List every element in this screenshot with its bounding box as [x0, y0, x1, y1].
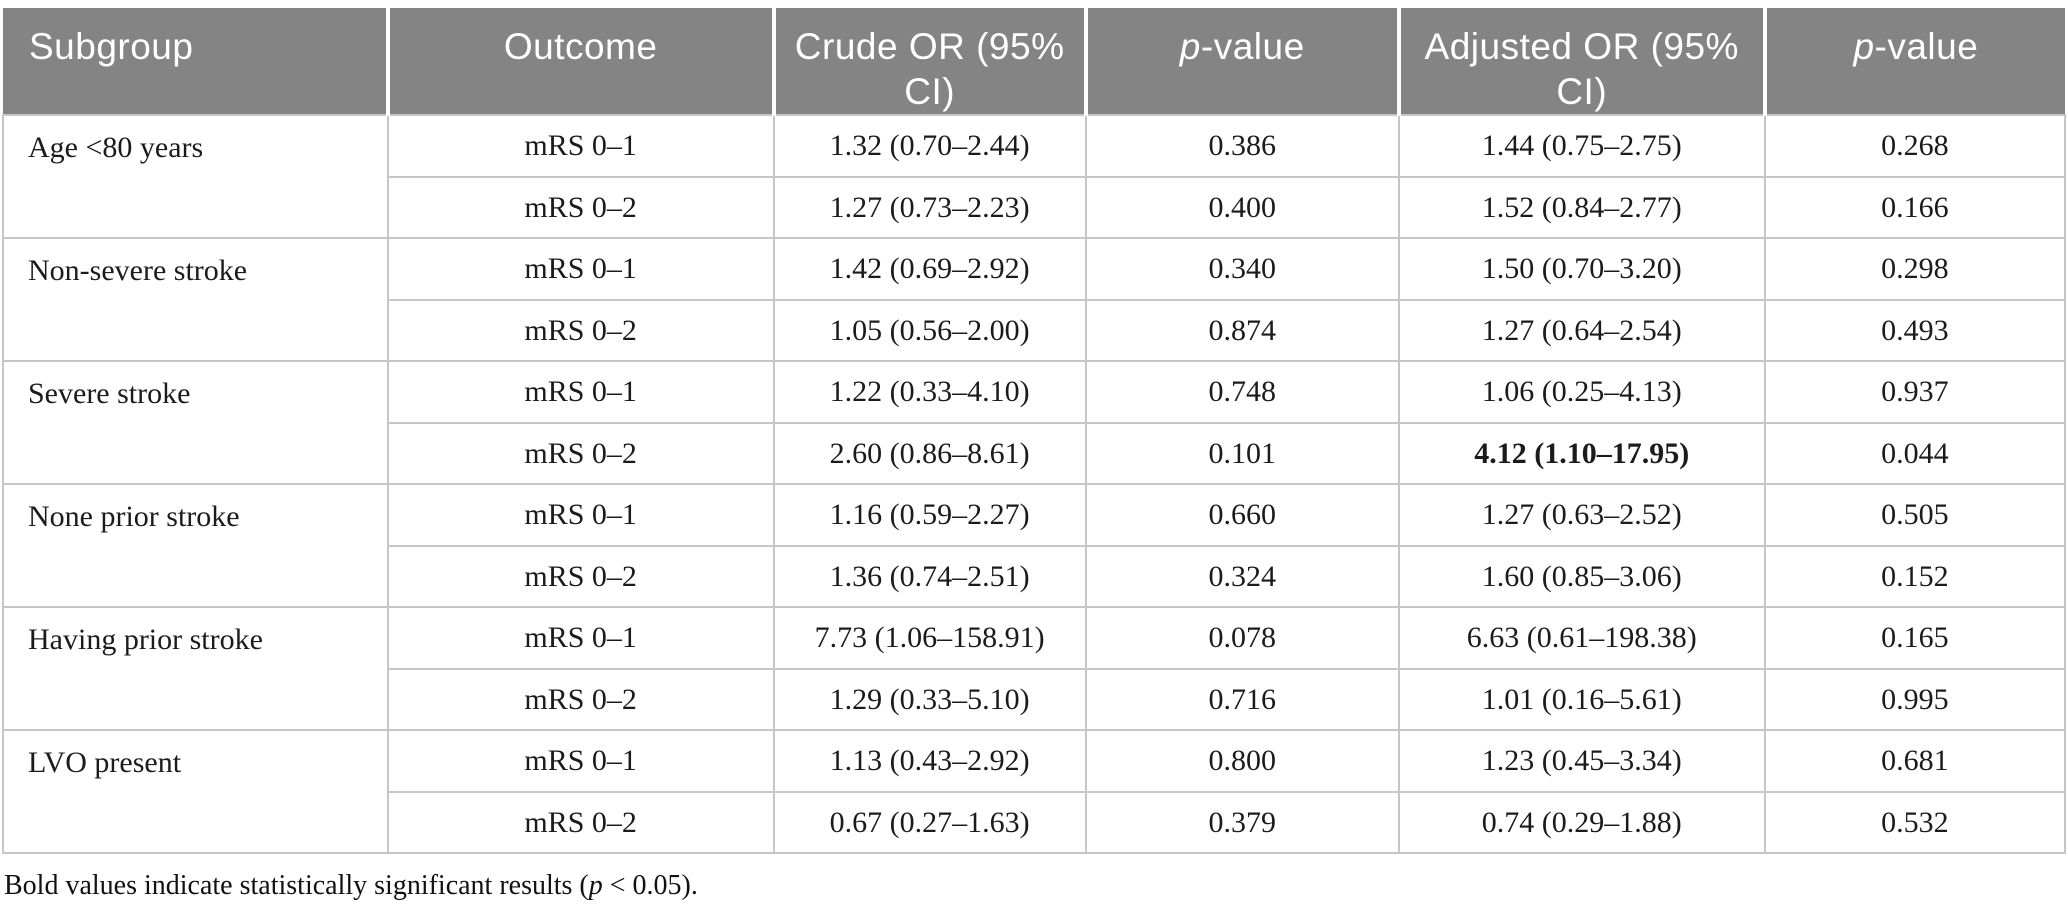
- footnote-text-pre: Bold values indicate statistically signi…: [4, 870, 589, 902]
- adjusted-p-value-cell: 0.995: [1763, 667, 2067, 732]
- crude-or-cell: 1.22 (0.33–4.10): [772, 360, 1087, 424]
- adjusted-p-value-cell: 0.532: [1763, 790, 2067, 855]
- crude-or-cell: 7.73 (1.06–158.91): [772, 606, 1087, 670]
- subgroup-cell: Having prior stroke: [2, 606, 389, 732]
- adjusted-or-cell: 1.23 (0.45–3.34): [1397, 729, 1766, 793]
- adjusted-p-value-cell: 0.937: [1763, 360, 2067, 424]
- outcome-cell: mRS 0–1: [386, 606, 775, 670]
- crude-p-value-cell: 0.400: [1084, 175, 1400, 240]
- adjusted-or-cell: 1.27 (0.64–2.54): [1397, 298, 1766, 363]
- footnote-text-post: < 0.05).: [602, 870, 698, 902]
- crude-p-value-cell: 0.660: [1084, 483, 1400, 547]
- crude-p-value-cell: 0.101: [1084, 421, 1400, 486]
- subgroup-cell: Non-severe stroke: [2, 237, 389, 363]
- adjusted-p-value-cell: 0.152: [1763, 544, 2067, 609]
- italic-p-glyph: p: [1179, 26, 1201, 67]
- crude-p-value-cell: 0.716: [1084, 667, 1400, 732]
- header-cell-adjusted-or: Adjusted OR (95% CI): [1396, 8, 1765, 116]
- adjusted-p-value-cell: 0.268: [1763, 114, 2067, 178]
- crude-or-cell: 2.60 (0.86–8.61): [772, 421, 1087, 486]
- table-row: mRS 0–2 2.60 (0.86–8.61) 0.101 4.12 (1.10–1…: [3, 421, 2067, 486]
- table-row: Non-severe stroke mRS 0–1 1.42 (0.69–2.92)…: [2, 237, 2067, 363]
- outcome-cell: mRS 0–1: [386, 483, 775, 547]
- table-row: mRS 0–2 1.05 (0.56–2.00) 0.874 1.27 (0.64–2…: [3, 298, 2067, 363]
- crude-p-value-cell: 0.340: [1084, 237, 1400, 301]
- header-cell-adjusted-p: p-value: [1762, 8, 2065, 116]
- header-cell-crude-or: Crude OR (95% CI): [771, 8, 1086, 116]
- crude-or-cell: 1.27 (0.73–2.23): [772, 175, 1087, 240]
- adjusted-p-value-cell: 0.166: [1763, 175, 2067, 240]
- crude-p-value-cell: 0.078: [1084, 606, 1400, 670]
- outcome-cell: mRS 0–1: [386, 729, 775, 793]
- crude-or-cell: 1.13 (0.43–2.92): [772, 729, 1087, 793]
- table-row: Severe stroke mRS 0–1 1.22 (0.33–4.10) 0.74…: [2, 360, 2067, 486]
- table-body: Age <80 years mRS 0–1 1.32 (0.70–2.44) 0.38…: [2, 114, 2067, 855]
- outcome-cell: mRS 0–2: [386, 421, 775, 486]
- outcome-cell: mRS 0–2: [386, 667, 775, 732]
- crude-p-value-cell: 0.386: [1084, 114, 1400, 178]
- table-row: Having prior stroke mRS 0–1 7.73 (1.06–158…: [2, 606, 2067, 732]
- adjusted-or-cell: 1.44 (0.75–2.75): [1397, 114, 1766, 178]
- outcome-cell: mRS 0–1: [386, 114, 775, 178]
- crude-or-cell: 1.36 (0.74–2.51): [772, 544, 1087, 609]
- adjusted-or-cell: 0.74 (0.29–1.88): [1397, 790, 1766, 855]
- subgroup-analysis-table: Subgroup Outcome Crude OR (95% CI) p-value A…: [2, 8, 2067, 855]
- adjusted-p-value-cell: 0.298: [1763, 237, 2067, 301]
- crude-or-cell: 1.05 (0.56–2.00): [772, 298, 1087, 363]
- adjusted-or-cell: 1.52 (0.84–2.77): [1397, 175, 1766, 240]
- table-row: Age <80 years mRS 0–1 1.32 (0.70–2.44) 0.38…: [2, 114, 2067, 240]
- crude-p-value-cell: 0.748: [1084, 360, 1400, 424]
- crude-p-value-cell: 0.324: [1084, 544, 1400, 609]
- adjusted-p-value-cell: 0.681: [1763, 729, 2067, 793]
- crude-p-value-cell: 0.379: [1084, 790, 1400, 855]
- header-cell-outcome: Outcome: [385, 8, 774, 116]
- adjusted-or-cell: 1.27 (0.63–2.52): [1397, 483, 1766, 547]
- crude-p-value-cell: 0.800: [1084, 729, 1400, 793]
- header-row: Subgroup Outcome Crude OR (95% CI) p-value A…: [3, 8, 2065, 116]
- outcome-cell: mRS 0–2: [386, 175, 775, 240]
- header-cell-subgroup: Subgroup: [3, 8, 388, 116]
- adjusted-p-value-cell: 0.505: [1763, 483, 2067, 547]
- outcome-cell: mRS 0–2: [386, 790, 775, 855]
- adjusted-or-cell: 1.06 (0.25–4.13): [1397, 360, 1766, 424]
- table-header: Subgroup Outcome Crude OR (95% CI) p-value A…: [3, 8, 2065, 116]
- adjusted-p-value-cell: 0.044: [1763, 421, 2067, 486]
- subgroup-cell: None prior stroke: [2, 483, 389, 609]
- crude-or-cell: 1.29 (0.33–5.10): [772, 667, 1087, 732]
- subgroup-cell: Severe stroke: [2, 360, 389, 486]
- table-footnote: Bold values indicate statistically signi…: [4, 870, 2066, 902]
- adjusted-or-cell: 1.01 (0.16–5.61): [1397, 667, 1766, 732]
- outcome-cell: mRS 0–2: [386, 298, 775, 363]
- crude-or-cell: 1.42 (0.69–2.92): [772, 237, 1087, 301]
- adjusted-or-cell: 6.63 (0.61–198.38): [1397, 606, 1766, 670]
- table-row: mRS 0–2 1.27 (0.73–2.23) 0.400 1.52 (0.84–2…: [3, 175, 2067, 240]
- outcome-cell: mRS 0–1: [386, 360, 775, 424]
- table-row: mRS 0–2 0.67 (0.27–1.63) 0.379 0.74 (0.29–1…: [3, 790, 2067, 855]
- crude-or-cell: 1.16 (0.59–2.27): [772, 483, 1087, 547]
- crude-or-cell: 1.32 (0.70–2.44): [772, 114, 1087, 178]
- subgroup-cell: Age <80 years: [2, 114, 389, 240]
- header-cell-crude-p: p-value: [1083, 8, 1399, 116]
- crude-p-value-cell: 0.874: [1084, 298, 1400, 363]
- table-row: mRS 0–2 1.29 (0.33–5.10) 0.716 1.01 (0.16–5…: [3, 667, 2067, 732]
- table-row: None prior stroke mRS 0–1 1.16 (0.59–2.27)…: [2, 483, 2067, 609]
- table-row: LVO present mRS 0–1 1.13 (0.43–2.92) 0.800 1…: [2, 729, 2067, 855]
- italic-p-glyph: p: [1853, 26, 1875, 67]
- adjusted-p-value-cell: 0.165: [1763, 606, 2067, 670]
- footnote-italic-p: p: [588, 870, 603, 902]
- crude-or-cell: 0.67 (0.27–1.63): [772, 790, 1087, 855]
- table-row: mRS 0–2 1.36 (0.74–2.51) 0.324 1.60 (0.85–3…: [3, 544, 2067, 609]
- adjusted-or-cell: 4.12 (1.10–17.95): [1397, 421, 1766, 486]
- adjusted-p-value-cell: 0.493: [1763, 298, 2067, 363]
- outcome-cell: mRS 0–2: [386, 544, 775, 609]
- outcome-cell: mRS 0–1: [386, 237, 775, 301]
- adjusted-or-cell: 1.50 (0.70–3.20): [1397, 237, 1766, 301]
- adjusted-or-cell: 1.60 (0.85–3.06): [1397, 544, 1766, 609]
- subgroup-cell: LVO present: [2, 729, 389, 855]
